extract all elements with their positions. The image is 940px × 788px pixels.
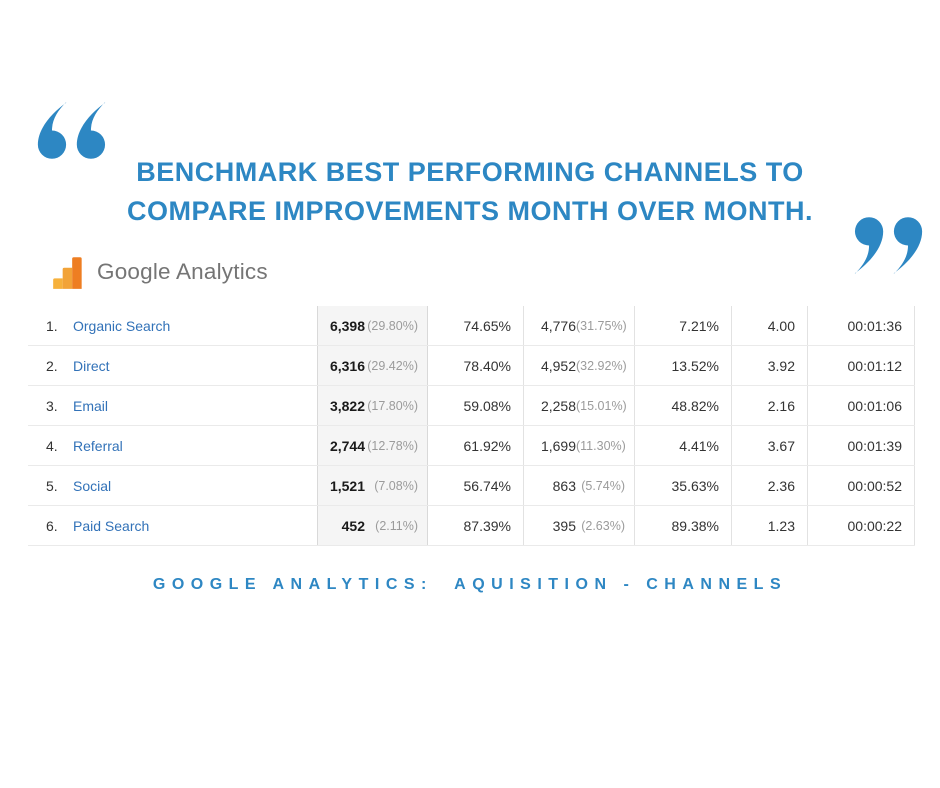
table-row: 5. Social 1,521 (7.08%) 56.74% 863 (5.74%) … xyxy=(28,466,915,506)
avg-duration-cell: 00:01:39 xyxy=(808,426,915,465)
channel-cell: 3. Email xyxy=(28,386,317,425)
new-sessions-cell: 59.08% xyxy=(428,386,524,425)
sessions-cell: 6,316 (29.42%) xyxy=(317,346,428,385)
row-rank: 4. xyxy=(46,437,58,454)
sessions-value: 6,398 xyxy=(329,317,365,334)
channel-link[interactable]: Paid Search xyxy=(73,517,150,534)
avg-duration-cell: 00:01:06 xyxy=(808,386,915,425)
sessions-cell: 3,822 (17.80%) xyxy=(317,386,428,425)
channel-cell: 2. Direct xyxy=(28,346,317,385)
quote-close-icon xyxy=(853,212,927,276)
pages-session-cell: 1.23 xyxy=(732,506,808,545)
channel-link[interactable]: Referral xyxy=(73,437,123,454)
logo-text: Google Analytics xyxy=(97,259,268,284)
sessions-value: 1,521 xyxy=(329,477,365,494)
new-users-percent: (11.30%) xyxy=(576,438,626,453)
row-rank: 5. xyxy=(46,477,58,494)
table-row: 1. Organic Search 6,398 (29.80%) 74.65% 4,… xyxy=(28,306,915,346)
channel-cell: 6. Paid Search xyxy=(28,506,317,545)
row-rank: 3. xyxy=(46,397,58,414)
caption: GOOGLE ANALYTICS: AQUISITION - CHANNELS xyxy=(152,576,788,593)
channel-link[interactable]: Social xyxy=(73,477,112,494)
new-users-cell: 1,699 (11.30%) xyxy=(524,426,635,465)
sessions-cell: 2,744 (12.78%) xyxy=(317,426,428,465)
channel-cell: 5. Social xyxy=(28,466,317,505)
bounce-rate-cell: 4.41% xyxy=(635,426,732,465)
bounce-rate-cell: 7.21% xyxy=(635,306,732,345)
avg-duration-cell: 00:01:12 xyxy=(808,346,915,385)
sessions-cell: 452 (2.11%) xyxy=(317,506,428,545)
new-users-cell: 4,952 (32.92%) xyxy=(524,346,635,385)
table-row: 2. Direct 6,316 (29.42%) 78.40% 4,952 (32.9… xyxy=(28,346,915,386)
table-row: 3. Email 3,822 (17.80%) 59.08% 2,258 (15.01… xyxy=(28,386,915,426)
pages-session-cell: 2.36 xyxy=(732,466,808,505)
google-analytics-logo: Google Analytics xyxy=(50,253,268,291)
channel-cell: 4. Referral xyxy=(28,426,317,465)
sessions-value: 6,316 xyxy=(329,357,365,374)
sessions-percent: (29.80%) xyxy=(367,318,418,333)
sessions-value: 452 xyxy=(341,517,365,534)
new-users-value: 2,258 xyxy=(540,397,576,414)
sessions-percent: (17.80%) xyxy=(367,398,418,413)
channel-link[interactable]: Email xyxy=(73,397,109,414)
new-users-cell: 4,776 (31.75%) xyxy=(524,306,635,345)
new-users-percent: (31.75%) xyxy=(576,318,627,333)
channel-cell: 1. Organic Search xyxy=(28,306,317,345)
sessions-percent: (2.11%) xyxy=(375,518,418,533)
new-users-percent: (32.92%) xyxy=(576,358,627,373)
new-users-cell: 395 (2.63%) xyxy=(524,506,635,545)
sessions-percent: (12.78%) xyxy=(367,438,418,453)
sessions-cell: 1,521 (7.08%) xyxy=(317,466,428,505)
channel-link[interactable]: Direct xyxy=(73,357,110,374)
new-users-value: 4,952 xyxy=(540,357,576,374)
sessions-value: 2,744 xyxy=(329,437,365,454)
channels-table: 1. Organic Search 6,398 (29.80%) 74.65% 4,… xyxy=(28,306,915,546)
headline: BENCHMARK BEST PERFORMING CHANNELS TO CO… xyxy=(0,153,940,231)
headline-line-2: COMPARE IMPROVEMENTS MONTH OVER MONTH. xyxy=(126,196,813,226)
new-sessions-cell: 78.40% xyxy=(428,346,524,385)
new-users-value: 1,699 xyxy=(540,437,576,454)
bounce-rate-cell: 89.38% xyxy=(635,506,732,545)
row-rank: 1. xyxy=(46,317,58,334)
avg-duration-cell: 00:00:52 xyxy=(808,466,915,505)
pages-session-cell: 2.16 xyxy=(732,386,808,425)
new-sessions-cell: 56.74% xyxy=(428,466,524,505)
bounce-rate-cell: 13.52% xyxy=(635,346,732,385)
bounce-rate-cell: 35.63% xyxy=(635,466,732,505)
pages-session-cell: 3.92 xyxy=(732,346,808,385)
sessions-percent: (7.08%) xyxy=(374,478,418,493)
new-users-cell: 2,258 (15.01%) xyxy=(524,386,635,425)
table-row: 6. Paid Search 452 (2.11%) 87.39% 395 (2.63… xyxy=(28,506,915,546)
sessions-percent: (29.42%) xyxy=(367,358,418,373)
new-sessions-cell: 74.65% xyxy=(428,306,524,345)
new-sessions-cell: 61.92% xyxy=(428,426,524,465)
bounce-rate-cell: 48.82% xyxy=(635,386,732,425)
quote-open-icon xyxy=(33,100,107,164)
sessions-value: 3,822 xyxy=(329,397,365,414)
new-users-percent: (15.01%) xyxy=(576,398,627,413)
new-users-percent: (5.74%) xyxy=(581,478,625,493)
sessions-cell: 6,398 (29.80%) xyxy=(317,306,428,345)
table-row: 4. Referral 2,744 (12.78%) 61.92% 1,699 (11… xyxy=(28,426,915,466)
new-sessions-cell: 87.39% xyxy=(428,506,524,545)
pages-session-cell: 3.67 xyxy=(732,426,808,465)
new-users-value: 863 xyxy=(552,477,576,494)
avg-duration-cell: 00:00:22 xyxy=(808,506,915,545)
bar-chart-icon xyxy=(53,257,82,289)
row-rank: 2. xyxy=(46,357,58,374)
new-users-percent: (2.63%) xyxy=(581,518,625,533)
channel-link[interactable]: Organic Search xyxy=(73,317,171,334)
avg-duration-cell: 00:01:36 xyxy=(808,306,915,345)
headline-line-1: BENCHMARK BEST PERFORMING CHANNELS TO xyxy=(136,157,804,187)
pages-session-cell: 4.00 xyxy=(732,306,808,345)
new-users-cell: 863 (5.74%) xyxy=(524,466,635,505)
new-users-value: 4,776 xyxy=(540,317,576,334)
new-users-value: 395 xyxy=(552,517,576,534)
row-rank: 6. xyxy=(46,517,58,534)
